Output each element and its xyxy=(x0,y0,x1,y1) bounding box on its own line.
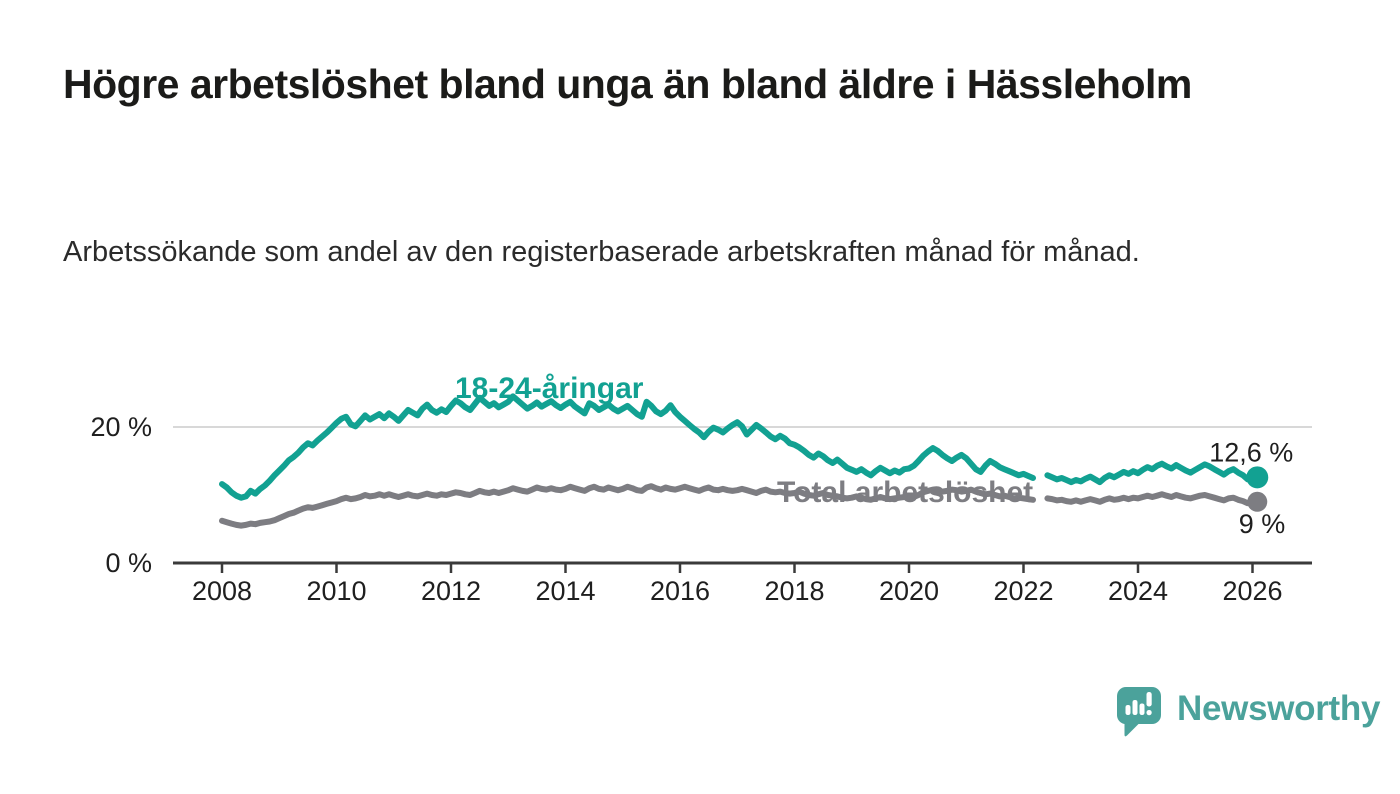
bar-1 xyxy=(1125,705,1131,715)
series-label-young: 18-24-åringar xyxy=(455,372,644,405)
series-label-total: Total arbetslöshet xyxy=(777,476,1033,509)
exclamation-dot xyxy=(1146,710,1152,716)
exclamation-bar xyxy=(1146,692,1152,707)
x-tick-label-2012: 2012 xyxy=(421,576,481,606)
chart-svg: 0 % 20 % 2008 2010 2012 2014 2016 2018 2020 2022 2… xyxy=(90,372,1312,606)
x-tick-label-2008: 2008 xyxy=(192,576,252,606)
x-tick-label-2010: 2010 xyxy=(306,576,366,606)
x-tick-label-2026: 2026 xyxy=(1222,576,1282,606)
brand-name: Newsworthy xyxy=(1177,689,1381,728)
x-tick-label-2024: 2024 xyxy=(1108,576,1168,606)
chart-subtitle: Arbetssökande som andel av den registerb… xyxy=(63,236,1140,268)
x-tick-label-2022: 2022 xyxy=(993,576,1053,606)
y-axis-label-0: 0 % xyxy=(105,548,152,578)
series-line-young xyxy=(219,393,1261,501)
end-value-label-young: 12,6 % xyxy=(1209,437,1293,467)
end-dot-young xyxy=(1246,466,1269,489)
newsworthy-bubble-icon xyxy=(1116,687,1161,737)
x-tick-label-2016: 2016 xyxy=(650,576,710,606)
end-value-label-total: 9 % xyxy=(1239,509,1286,539)
x-tick-label-2020: 2020 xyxy=(879,576,939,606)
x-tick-label-2014: 2014 xyxy=(535,576,595,606)
bar-3 xyxy=(1139,703,1145,715)
bubble-shape xyxy=(1116,687,1161,737)
newsworthy-logo: Newsworthy xyxy=(1114,685,1380,737)
end-dot-total xyxy=(1247,491,1268,512)
y-axis-label-20: 20 % xyxy=(90,412,152,442)
bar-2 xyxy=(1132,700,1138,715)
page-title: Högre arbetslöshet bland unga än bland ä… xyxy=(63,61,1192,107)
x-tick-label-2018: 2018 xyxy=(764,576,824,606)
series-line-total xyxy=(219,483,1261,529)
unemployment-line-chart: 0 % 20 % 2008 2010 2012 2014 2016 2018 2020 2022 2… xyxy=(0,350,1400,660)
